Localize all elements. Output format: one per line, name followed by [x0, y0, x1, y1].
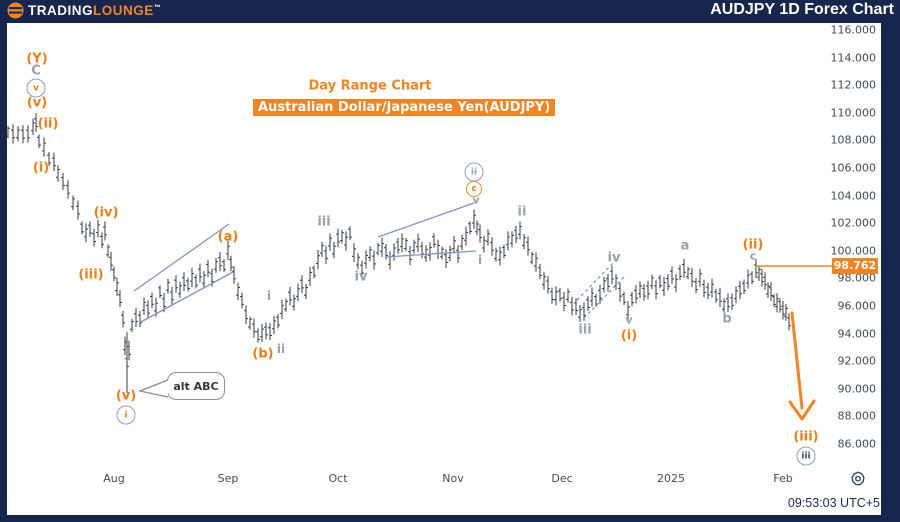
- trademark-symbol: ™: [153, 4, 162, 12]
- wave-label: a: [680, 238, 690, 254]
- price-tick-label: 112.000: [830, 78, 877, 92]
- trend-line-2: [377, 202, 475, 238]
- trend-line-5: [583, 274, 627, 319]
- alt-count-callout: alt ABC: [138, 372, 225, 400]
- wave-label: (v): [26, 95, 48, 111]
- price-tick-label: 104.000: [830, 189, 877, 203]
- callout-pointer: [138, 379, 169, 398]
- settings-gear-button[interactable]: [849, 470, 867, 492]
- projection-arrow-shaft: [790, 311, 804, 410]
- wave-label: b: [722, 311, 732, 327]
- projection-arrow-head: [788, 399, 816, 421]
- price-tick-label: 96.000: [837, 299, 877, 313]
- brand-lounge-text: LOUNGE: [93, 3, 154, 18]
- price-tick-label: 90.000: [837, 382, 877, 396]
- price-tick-label: 110.000: [830, 106, 877, 120]
- instrument-title-badge: Australian Dollar/Japanese Yen(AUDJPY): [253, 99, 556, 116]
- wave-label: (i): [620, 328, 638, 344]
- price-tick-label: 108.000: [830, 133, 877, 147]
- time-tick-label: Oct: [328, 472, 348, 485]
- circled-wave-label: iii: [796, 446, 816, 466]
- wave-label: (iii): [78, 267, 104, 283]
- gear-icon: [851, 471, 865, 486]
- trend-line-1: [138, 271, 234, 324]
- wave-label: (ii): [742, 237, 764, 253]
- wave-label: i: [266, 289, 272, 303]
- time-tick-label: Dec: [551, 472, 573, 485]
- circled-wave-label: ii: [464, 162, 484, 182]
- price-tick-label: 114.000: [830, 51, 877, 65]
- wave-label: ii: [517, 204, 527, 220]
- ohlc-bars: [6, 113, 791, 393]
- tradinglounge-logo-icon: [7, 2, 24, 19]
- circled-wave-label: i: [116, 405, 136, 425]
- wave-label: (Y): [26, 51, 48, 67]
- time-tick-label: 2025: [657, 472, 685, 485]
- chart-subtitle: Day Range Chart: [308, 78, 432, 94]
- wave-label: C: [31, 63, 41, 79]
- wave-label: (v): [115, 388, 137, 404]
- status-bar: [7, 493, 881, 515]
- trend-line-3: [385, 250, 477, 258]
- price-tick-label: 100.000: [830, 244, 877, 258]
- time-tick-label: Feb: [773, 472, 793, 485]
- brand-trading-text: TRADING: [28, 3, 93, 18]
- wave-label: (i): [32, 160, 50, 176]
- chart-window-title: AUDJPY 1D Forex Chart: [710, 1, 894, 18]
- time-tick-label: Sep: [217, 472, 239, 485]
- wave-label: v: [472, 193, 480, 207]
- brand-logo[interactable]: TRADINGLOUNGE™: [7, 2, 161, 19]
- clock-timestamp[interactable]: 09:53:03 UTC+5: [787, 496, 880, 510]
- wave-label: iv: [354, 269, 368, 285]
- wave-label: iv: [607, 250, 621, 266]
- wave-label: (iv): [93, 205, 119, 221]
- wave-label: (b): [252, 346, 274, 362]
- app-header: TRADINGLOUNGE™ AUDJPY 1D Forex Chart: [0, 0, 900, 23]
- alt-count-callout-text: alt ABC: [173, 379, 219, 393]
- price-tick-label: 116.000: [830, 23, 877, 37]
- wave-label: i: [477, 253, 483, 267]
- wave-label: v: [625, 313, 633, 327]
- wave-label: (ii): [37, 116, 59, 132]
- time-tick-label: Nov: [442, 472, 464, 485]
- wave-label: iii: [578, 322, 592, 338]
- price-tick-label: 92.000: [837, 354, 877, 368]
- wave-label: c: [749, 249, 757, 263]
- price-tick-label: 106.000: [830, 161, 877, 175]
- last-price-flag: 98.762: [832, 258, 878, 274]
- trend-line-4: [576, 256, 620, 301]
- trend-line-0: [133, 223, 230, 292]
- circled-wave-label: v: [26, 78, 46, 98]
- price-tick-label: 102.000: [830, 216, 877, 230]
- price-tick-label: 88.000: [837, 409, 877, 423]
- time-tick-label: Aug: [103, 472, 125, 485]
- price-tick-label: 86.000: [837, 437, 877, 451]
- wave-label: (iii): [793, 429, 819, 445]
- wave-label: iii: [317, 214, 331, 230]
- circled-wave-label: c: [466, 181, 482, 197]
- price-tick-label: 98.000: [837, 271, 877, 285]
- brand-wordmark: TRADINGLOUNGE™: [28, 3, 161, 18]
- price-tick-label: 94.000: [837, 327, 877, 341]
- wave-label: ii: [276, 342, 286, 356]
- wave-label: (a): [217, 229, 239, 245]
